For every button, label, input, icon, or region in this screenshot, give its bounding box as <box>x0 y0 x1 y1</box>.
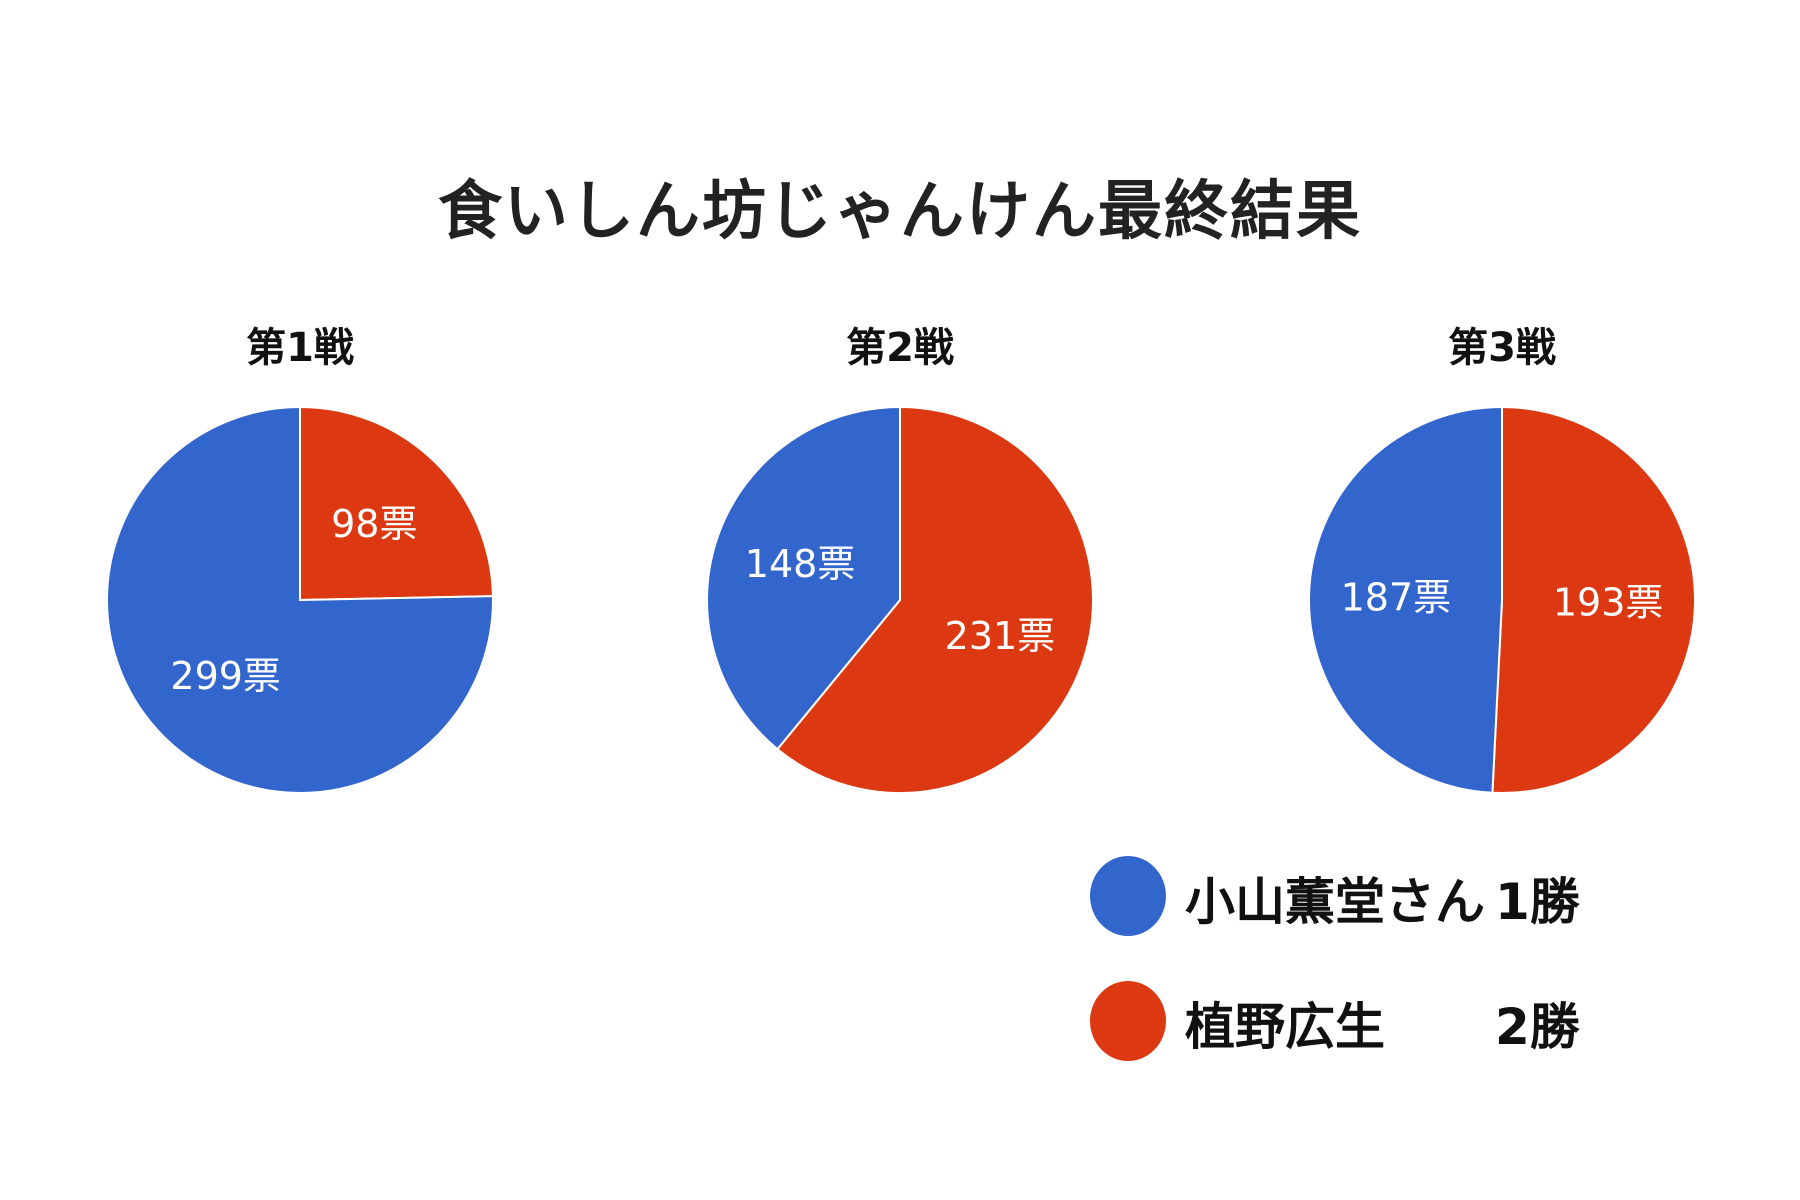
slice-value-label: 231票 <box>945 614 1056 658</box>
pie-graphic: 98票 299票 <box>106 405 494 794</box>
pie-slice <box>299 405 494 602</box>
legend-name: 植野広生 <box>1185 998 1385 1056</box>
legend-item-koyama: 小山薫堂さん 1勝 <box>1085 848 1705 973</box>
pie-slice <box>1491 405 1696 794</box>
pie-chart-round-3: 第3戦 193票 187票 <box>1292 315 1712 815</box>
pie-chart-round-1: 第1戦 98票 299票 <box>90 315 510 815</box>
legend-wins: 2勝 <box>1495 998 1580 1056</box>
slice-value-label: 193票 <box>1553 581 1664 625</box>
pie-slice <box>1308 405 1503 794</box>
pie-slice <box>776 405 1094 794</box>
legend: 小山薫堂さん 1勝 植野広生 2勝 <box>1085 848 1705 1098</box>
slice-value-label: 98票 <box>331 502 417 546</box>
pie-title: 第3戦 <box>1448 325 1556 371</box>
pie-title: 第1戦 <box>246 325 354 371</box>
pie-slice <box>106 405 494 794</box>
pie-graphic: 193票 187票 <box>1308 405 1696 794</box>
legend-swatch-icon <box>1090 856 1166 936</box>
slice-value-label: 299票 <box>170 654 281 698</box>
pie-title: 第2戦 <box>846 325 954 371</box>
pie-chart-round-2: 第2戦 231票 148票 <box>690 315 1110 815</box>
legend-item-ueno: 植野広生 2勝 <box>1085 973 1705 1098</box>
legend-wins: 1勝 <box>1495 873 1580 931</box>
chart-title: 食いしん坊じゃんけん最終結果 <box>438 175 1362 249</box>
legend-name: 小山薫堂さん <box>1185 873 1485 931</box>
slice-value-label: 148票 <box>745 542 856 586</box>
pie-graphic: 231票 148票 <box>706 405 1094 794</box>
legend-swatch-icon <box>1090 981 1166 1061</box>
pie-slice <box>706 405 901 751</box>
slice-value-label: 187票 <box>1341 575 1452 619</box>
